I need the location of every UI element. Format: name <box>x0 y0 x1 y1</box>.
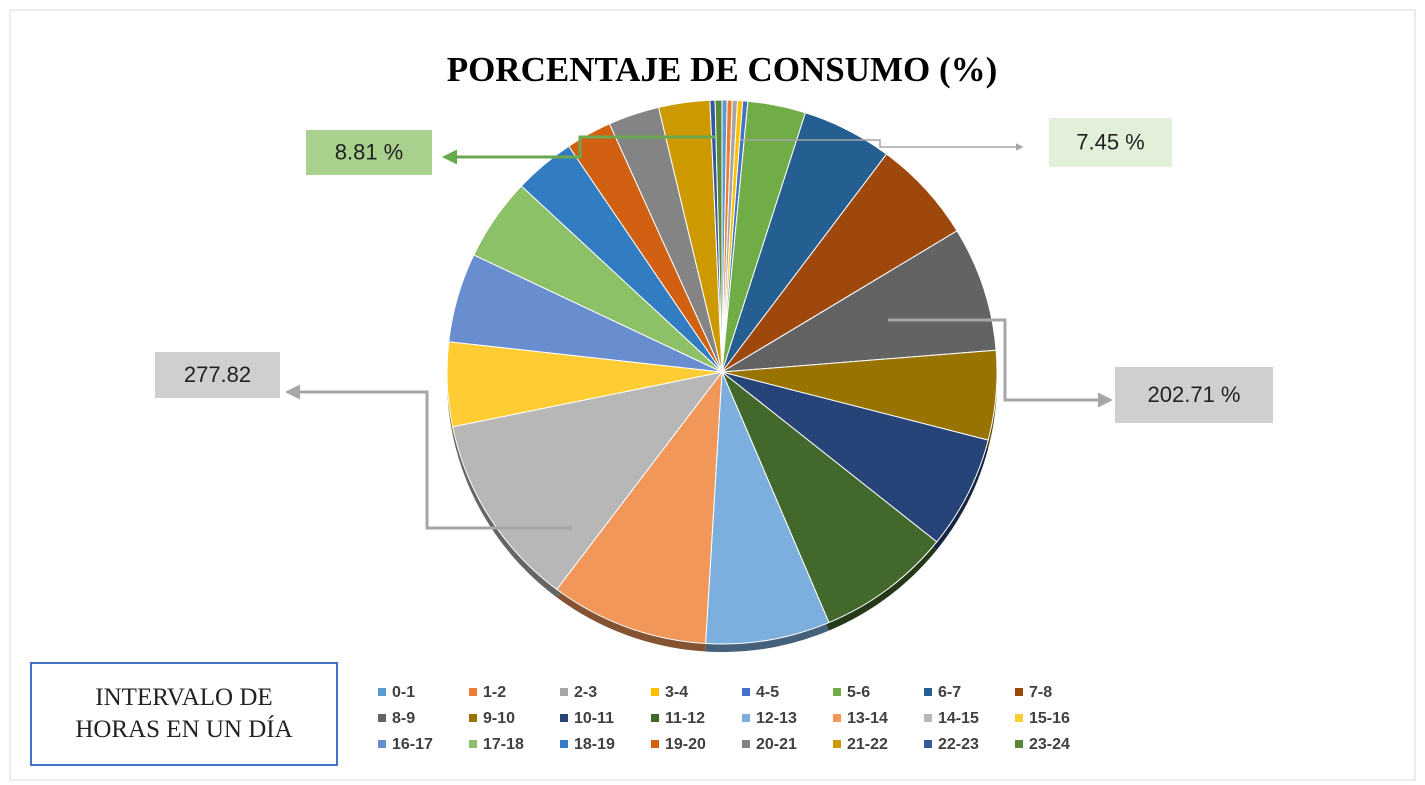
slice <box>452 371 724 591</box>
legend-label: 1-2 <box>483 684 506 701</box>
legend-label: 6-7 <box>938 684 961 701</box>
callout-line <box>888 318 1113 408</box>
legend-swatch <box>560 740 568 748</box>
legend-label: 8-9 <box>392 710 415 727</box>
legend-swatch <box>560 688 568 696</box>
legend-swatch <box>924 688 932 696</box>
slice <box>721 230 997 373</box>
legend-swatch <box>833 740 841 748</box>
slice <box>714 99 723 373</box>
legend-swatch <box>1015 740 1023 748</box>
legend-swatch <box>1015 714 1023 722</box>
legend-title: INTERVALO DE HORAS EN UN DÍA <box>30 662 338 766</box>
legend-swatch <box>651 740 659 748</box>
legend-swatch <box>560 714 568 722</box>
legend-swatch <box>742 714 750 722</box>
legend-swatch <box>651 714 659 722</box>
legend-label: 23-24 <box>1029 736 1070 753</box>
legend-swatch <box>378 714 386 722</box>
legend-label: 20-21 <box>756 736 797 753</box>
legend-label: 16-17 <box>392 736 433 753</box>
callout-line <box>740 139 1024 151</box>
legend-swatch <box>378 740 386 748</box>
chart-border <box>9 9 1416 781</box>
legend-label: 4-5 <box>756 684 779 701</box>
chart-title: PORCENTAJE DE CONSUMO (%) <box>447 50 998 89</box>
legend-swatch <box>924 714 932 722</box>
legend-swatch <box>833 688 841 696</box>
legend-label: 7-8 <box>1029 684 1052 701</box>
callout-line <box>442 135 715 165</box>
legend-label: 11-12 <box>665 710 705 727</box>
legend-swatch <box>742 740 750 748</box>
legend-swatch <box>924 740 932 748</box>
legend-label: 17-18 <box>483 736 524 753</box>
legend-label: 2-3 <box>574 684 597 701</box>
legend-swatch <box>378 688 386 696</box>
legend-label: 12-13 <box>756 710 797 727</box>
legend-label: 22-23 <box>938 736 979 753</box>
callout-label: 7.45 % <box>1076 129 1145 154</box>
legend-label: 18-19 <box>574 736 615 753</box>
legend-swatch <box>469 714 477 722</box>
slice <box>721 371 938 624</box>
legend-label: 15-16 <box>1029 710 1070 727</box>
slice <box>556 370 723 645</box>
legend-swatch <box>833 714 841 722</box>
callout-box <box>155 352 280 398</box>
legend-label: 14-15 <box>938 710 979 727</box>
callout-label: 277.82 <box>184 362 251 387</box>
legend-label: 9-10 <box>483 710 515 727</box>
legend-label: 10-11 <box>574 710 614 727</box>
callout-box <box>1115 367 1273 423</box>
slice <box>705 371 830 645</box>
slice <box>721 371 989 543</box>
legend-swatch <box>651 688 659 696</box>
callout-box <box>1049 118 1172 167</box>
callout-label: 202.71 % <box>1148 382 1241 407</box>
legend-swatch <box>469 740 477 748</box>
legend-label: 13-14 <box>847 710 888 727</box>
legend-label: 21-22 <box>847 736 888 753</box>
legend-label: 19-20 <box>665 736 706 753</box>
legend-swatch <box>742 688 750 696</box>
callout-label: 8.81 % <box>335 139 404 164</box>
callout-box <box>306 130 432 175</box>
callout-line <box>285 384 572 530</box>
legend-swatch <box>1015 688 1023 696</box>
legend-label: 5-6 <box>847 684 870 701</box>
legend-swatch <box>469 688 477 696</box>
legend-label: 3-4 <box>665 684 688 701</box>
legend-label: 0-1 <box>392 684 415 701</box>
